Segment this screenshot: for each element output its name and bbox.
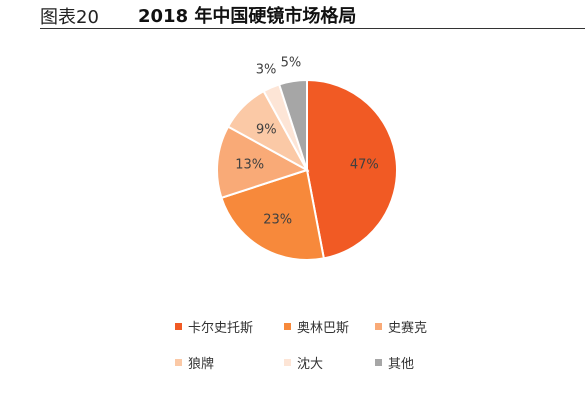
figure-title: 2018 年中国硬镜市场格局 <box>138 6 357 27</box>
legend-item-5: 沈大 <box>284 352 323 372</box>
data-label-4: 9% <box>256 122 277 137</box>
legend-label: 狼牌 <box>188 356 215 372</box>
legend-item-1: 卡尔史托斯 <box>175 316 253 336</box>
legend-swatch <box>375 358 382 366</box>
legend-label: 沈大 <box>297 356 324 372</box>
pie-slices <box>216 78 398 261</box>
data-label-3: 13% <box>235 158 264 173</box>
legend-item-3: 史赛克 <box>375 316 427 336</box>
legend-swatch <box>175 358 182 366</box>
pie-slice-3 <box>216 125 310 200</box>
legend-item-4: 狼牌 <box>175 352 214 372</box>
legend-label: 奥林巴斯 <box>297 320 350 336</box>
data-label-5: 3% <box>256 62 277 77</box>
data-label-1: 47% <box>350 158 379 173</box>
legend-swatch <box>284 322 291 330</box>
figure-header: 图表20 2018 年中国硬镜市场格局 <box>40 0 585 30</box>
chart-legend: 卡尔史托斯 奥林巴斯 史赛克狼牌 沈大 其他 <box>175 316 575 386</box>
pie-slice-2 <box>220 168 326 261</box>
pie-slice-1 <box>306 78 398 260</box>
legend-item-6: 其他 <box>375 352 414 372</box>
pie-slice-6 <box>277 78 308 171</box>
legend-item-2: 奥林巴斯 <box>284 316 349 336</box>
data-label-2: 23% <box>263 213 292 228</box>
legend-swatch <box>284 358 291 366</box>
legend-swatch <box>175 322 182 330</box>
legend-label: 史赛克 <box>388 320 428 336</box>
header-divider <box>40 28 585 29</box>
legend-label: 其他 <box>388 356 415 372</box>
legend-label: 卡尔史托斯 <box>188 320 254 336</box>
figure-label: 图表20 <box>40 7 99 28</box>
pie-data-labels: 47% 23% 13% 9% 3% 5% <box>235 55 379 227</box>
data-label-6: 5% <box>281 55 302 70</box>
legend-swatch <box>375 322 382 330</box>
